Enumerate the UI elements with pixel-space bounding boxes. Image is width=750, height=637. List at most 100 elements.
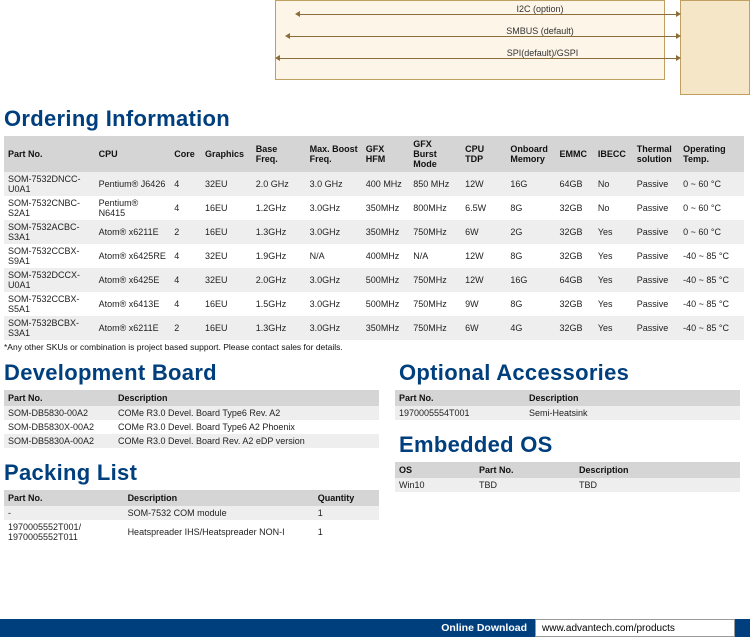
table-cell: 3.0GHz — [306, 196, 362, 220]
table-row: 1970005552T001/ 1970005552T011Heatspread… — [4, 520, 379, 544]
table-cell: 350MHz — [362, 196, 409, 220]
column-header: Part No. — [4, 490, 124, 506]
table-cell: 32GB — [556, 292, 594, 316]
table-cell: -40 ~ 85 °C — [679, 292, 744, 316]
table-cell: 32GB — [556, 196, 594, 220]
accessories-table: Part No.Description 1970005554T001Semi-H… — [395, 390, 740, 420]
table-cell: 350MHz — [362, 316, 409, 340]
table-cell: Pentium® N6415 — [95, 196, 171, 220]
column-header: Part No. — [4, 136, 95, 172]
column-header: Description — [575, 462, 740, 478]
column-header: GFX HFM — [362, 136, 409, 172]
column-header: Base Freq. — [252, 136, 306, 172]
table-cell: N/A — [409, 244, 461, 268]
arrow-l-3 — [275, 55, 280, 61]
column-header: Part No. — [4, 390, 114, 406]
table-cell: 850 MHz — [409, 172, 461, 196]
table-row: SOM-7532CCBX-S5A1Atom® x6413E416EU1.5GHz… — [4, 292, 744, 316]
table-row: SOM-7532DCCX-U0A1Atom® x6425E432EU2.0GHz… — [4, 268, 744, 292]
ordering-note: *Any other SKUs or combination is projec… — [4, 342, 750, 352]
table-cell: Passive — [633, 196, 679, 220]
bus-line-2 — [290, 36, 678, 37]
table-cell: COMe R3.0 Devel. Board Rev. A2 eDP versi… — [114, 434, 379, 448]
table-cell: 1.3GHz — [252, 220, 306, 244]
table-cell: 32EU — [201, 244, 252, 268]
table-cell: 2 — [170, 316, 201, 340]
table-cell: SOM-DB5830-00A2 — [4, 406, 114, 420]
table-cell: 3.0GHz — [306, 316, 362, 340]
table-cell: 8G — [506, 292, 555, 316]
table-cell: Atom® x6413E — [95, 292, 171, 316]
table-cell: 12W — [461, 172, 506, 196]
arrow-l-2 — [285, 33, 290, 39]
heading-ordering: Ordering Information — [4, 106, 750, 132]
table-cell: 0 ~ 60 °C — [679, 196, 744, 220]
column-header: EMMC — [556, 136, 594, 172]
table-cell: 1970005554T001 — [395, 406, 525, 420]
heading-embedded: Embedded OS — [399, 432, 740, 458]
table-cell: 16G — [506, 172, 555, 196]
table-row: SOM-7532CCBX-S9A1Atom® x6425RE432EU1.9GH… — [4, 244, 744, 268]
heading-devboard: Development Board — [4, 360, 375, 386]
column-header: GFX Burst Mode — [409, 136, 461, 172]
table-cell: SOM-DB5830X-00A2 — [4, 420, 114, 434]
column-header: OS — [395, 462, 475, 478]
column-header: Core — [170, 136, 201, 172]
packing-table: Part No.DescriptionQuantity -SOM-7532 CO… — [4, 490, 379, 544]
table-cell: 3.0GHz — [306, 268, 362, 292]
table-cell: 500MHz — [362, 268, 409, 292]
table-cell: No — [594, 172, 633, 196]
column-header: Description — [124, 490, 314, 506]
table-cell: 3.0GHz — [306, 292, 362, 316]
table-row: SOM-7532DNCC-U0A1Pentium® J6426432EU2.0 … — [4, 172, 744, 196]
table-cell: 750MHz — [409, 220, 461, 244]
table-row: Win10TBDTBD — [395, 478, 740, 492]
table-cell: TBD — [475, 478, 575, 492]
table-cell: - — [4, 506, 124, 520]
table-cell: Atom® x6425E — [95, 268, 171, 292]
table-cell: Pentium® J6426 — [95, 172, 171, 196]
table-cell: Win10 — [395, 478, 475, 492]
table-cell: 2G — [506, 220, 555, 244]
diagram-inner-box — [275, 0, 665, 80]
heading-accessories: Optional Accessories — [399, 360, 740, 386]
table-cell: SOM-7532CCBX-S5A1 — [4, 292, 95, 316]
table-cell: 0 ~ 60 °C — [679, 172, 744, 196]
diagram-side-block — [680, 0, 750, 95]
table-cell: COMe R3.0 Devel. Board Type6 Rev. A2 — [114, 406, 379, 420]
table-row: SOM-DB5830A-00A2COMe R3.0 Devel. Board R… — [4, 434, 379, 448]
heading-packing: Packing List — [4, 460, 375, 486]
table-cell: -40 ~ 85 °C — [679, 268, 744, 292]
table-cell: 800MHz — [409, 196, 461, 220]
column-header: Description — [114, 390, 379, 406]
table-cell: 6W — [461, 220, 506, 244]
table-cell: 1.2GHz — [252, 196, 306, 220]
table-cell: 32GB — [556, 316, 594, 340]
table-cell: 3.0GHz — [306, 220, 362, 244]
table-cell: 4 — [170, 172, 201, 196]
table-cell: 1.9GHz — [252, 244, 306, 268]
table-cell: Yes — [594, 244, 633, 268]
table-cell: SOM-7532ACBC-S3A1 — [4, 220, 95, 244]
table-cell: Passive — [633, 244, 679, 268]
table-cell: 3.0 GHz — [306, 172, 362, 196]
bus-label-1: I2C (option) — [500, 4, 580, 14]
arrow-r-3 — [676, 55, 681, 61]
table-cell: SOM-7532DCCX-U0A1 — [4, 268, 95, 292]
table-cell: -40 ~ 85 °C — [679, 244, 744, 268]
table-row: SOM-7532CNBC-S2A1Pentium® N6415416EU1.2G… — [4, 196, 744, 220]
column-header: Thermal solution — [633, 136, 679, 172]
column-header: Description — [525, 390, 740, 406]
table-cell: Yes — [594, 220, 633, 244]
table-cell: Atom® x6211E — [95, 220, 171, 244]
table-cell: 2 — [170, 220, 201, 244]
table-cell: Semi-Heatsink — [525, 406, 740, 420]
table-cell: 64GB — [556, 268, 594, 292]
table-cell: 1.5GHz — [252, 292, 306, 316]
table-cell: 1 — [314, 506, 379, 520]
table-cell: 32GB — [556, 220, 594, 244]
footer-spacer — [0, 619, 433, 637]
embedded-os-table: OSPart No.Description Win10TBDTBD — [395, 462, 740, 492]
table-cell: Heatspreader IHS/Heatspreader NON-I — [124, 520, 314, 544]
footer-url[interactable]: www.advantech.com/products — [535, 619, 735, 637]
